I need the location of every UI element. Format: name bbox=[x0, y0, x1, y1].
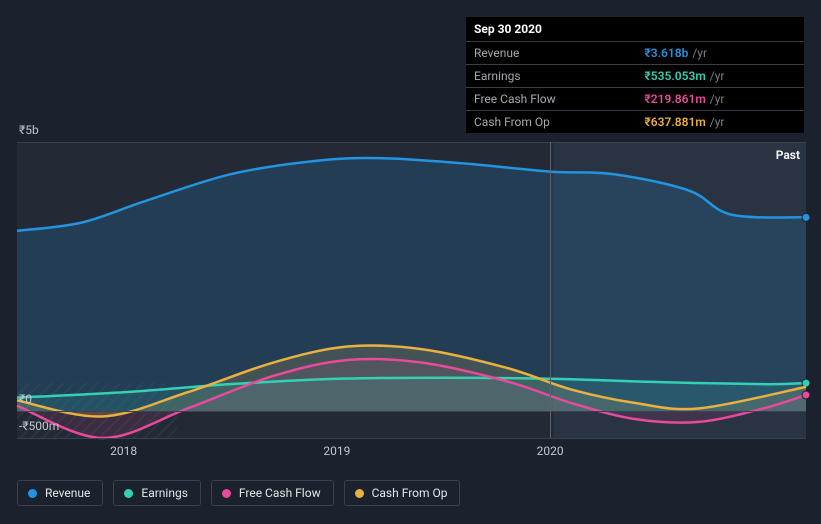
y-axis-tick-label: ₹0 bbox=[19, 392, 32, 406]
legend-label: Cash From Op bbox=[372, 486, 448, 500]
legend-item-fcf[interactable]: Free Cash Flow bbox=[211, 480, 334, 506]
series-area bbox=[17, 158, 806, 411]
tooltip-suffix: /yr bbox=[692, 46, 707, 60]
legend-swatch bbox=[124, 489, 133, 498]
legend-item-revenue[interactable]: Revenue bbox=[17, 480, 103, 506]
legend-swatch bbox=[355, 489, 364, 498]
tooltip-row-earnings: Earnings ₹535.053m/yr bbox=[466, 65, 804, 88]
x-axis-tick-label: 2019 bbox=[323, 444, 350, 458]
legend: Revenue Earnings Free Cash Flow Cash Fro… bbox=[17, 480, 460, 506]
hover-guideline bbox=[550, 142, 551, 438]
tooltip-suffix: /yr bbox=[710, 69, 725, 83]
legend-swatch bbox=[28, 489, 37, 498]
legend-label: Earnings bbox=[141, 486, 188, 500]
tooltip-panel: Sep 30 2020 Revenue ₹3.618b/yr Earnings … bbox=[466, 17, 804, 133]
series-end-dot bbox=[802, 391, 810, 399]
tooltip-label: Free Cash Flow bbox=[466, 88, 636, 111]
x-axis-tick-label: 2020 bbox=[537, 444, 564, 458]
chart[interactable]: Past ₹5b₹0-₹500m201820192020 bbox=[17, 118, 806, 460]
y-axis-tick-label: -₹500m bbox=[19, 419, 59, 433]
legend-label: Free Cash Flow bbox=[239, 486, 321, 500]
tooltip-label: Revenue bbox=[466, 42, 636, 65]
tooltip-value: ₹3.618b bbox=[644, 46, 688, 60]
tooltip-value: ₹535.053m bbox=[644, 69, 705, 83]
chart-svg bbox=[17, 142, 806, 438]
legend-label: Revenue bbox=[45, 486, 90, 500]
legend-swatch bbox=[222, 489, 231, 498]
tooltip-label: Earnings bbox=[466, 65, 636, 88]
legend-item-earnings[interactable]: Earnings bbox=[113, 480, 201, 506]
gridline bbox=[17, 142, 806, 143]
series-end-dot bbox=[802, 213, 810, 221]
tooltip-date: Sep 30 2020 bbox=[466, 17, 804, 42]
tooltip-suffix: /yr bbox=[710, 92, 725, 106]
tooltip-value: ₹219.861m bbox=[644, 92, 705, 106]
x-axis-tick-label: 2018 bbox=[110, 444, 137, 458]
tooltip-row-revenue: Revenue ₹3.618b/yr bbox=[466, 42, 804, 65]
y-axis-tick-label: ₹5b bbox=[19, 123, 39, 137]
tooltip-row-fcf: Free Cash Flow ₹219.861m/yr bbox=[466, 88, 804, 111]
series-end-dot bbox=[802, 379, 810, 387]
gridline bbox=[17, 438, 806, 439]
legend-item-cfo[interactable]: Cash From Op bbox=[344, 480, 461, 506]
gridline bbox=[17, 411, 806, 412]
